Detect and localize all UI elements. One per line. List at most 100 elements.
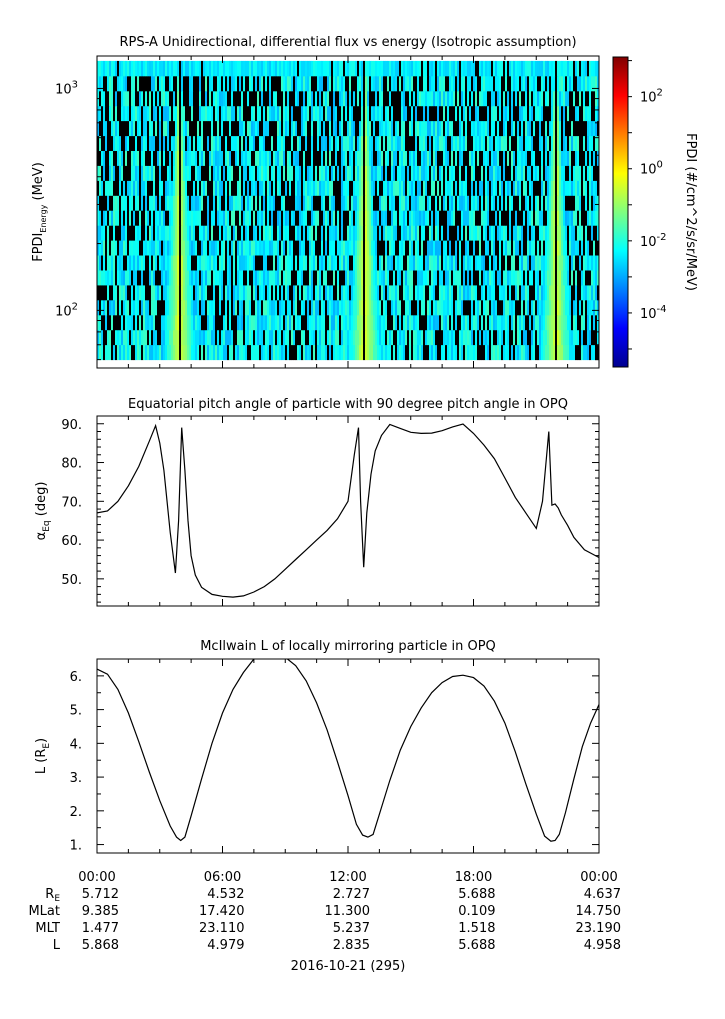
- heatmap-cell: [507, 180, 510, 196]
- heatmap-cell: [211, 225, 214, 241]
- heatmap-cell: [199, 75, 202, 92]
- heatmap-cell: [135, 150, 138, 166]
- heatmap-cell: [169, 270, 172, 286]
- heatmap-cell: [573, 75, 576, 92]
- heatmap-cell: [213, 120, 216, 137]
- heatmap-cell: [547, 240, 550, 256]
- heatmap-cell: [325, 344, 328, 361]
- heatmap-cell: [419, 240, 422, 256]
- heatmap-cell: [541, 314, 544, 331]
- heatmap-cell: [263, 240, 266, 256]
- heatmap-cell: [257, 299, 260, 316]
- heatmap-cell: [575, 210, 578, 226]
- heatmap-cell: [567, 284, 570, 301]
- heatmap-cell: [307, 344, 310, 361]
- heatmap-cell: [163, 120, 166, 137]
- heatmap-cell: [493, 90, 496, 107]
- heatmap-cell: [583, 329, 586, 346]
- heatmap-cell: [391, 329, 394, 346]
- heatmap-cell: [439, 299, 442, 316]
- heatmap-cell: [223, 270, 226, 286]
- heatmap-cell: [453, 314, 456, 331]
- heatmap-cell: [535, 210, 538, 226]
- heatmap-cell: [437, 165, 440, 181]
- heatmap-cell: [147, 105, 150, 122]
- heatmap-cell: [561, 90, 564, 107]
- heatmap-cell: [275, 105, 278, 122]
- heatmap-cell: [467, 120, 470, 137]
- heatmap-cell: [533, 240, 536, 256]
- heatmap-cell: [463, 195, 466, 211]
- heatmap-cell: [299, 299, 302, 316]
- heatmap-cell: [159, 270, 162, 286]
- heatmap-cell: [537, 240, 540, 256]
- heatmap-cell: [141, 270, 144, 286]
- heatmap-cell: [283, 270, 286, 286]
- heatmap-cell: [533, 284, 536, 301]
- heatmap-cell: [285, 90, 288, 107]
- heatmap-cell: [181, 105, 184, 122]
- heatmap-cell: [571, 195, 574, 211]
- heatmap-cell: [253, 195, 256, 211]
- heatmap-cell: [379, 299, 382, 316]
- heatmap-cell: [475, 225, 478, 241]
- heatmap-cell: [465, 75, 468, 92]
- heatmap-cell: [469, 225, 472, 241]
- heatmap-cell: [191, 284, 194, 301]
- heatmap-cell: [233, 270, 236, 286]
- heatmap-cell: [559, 75, 562, 92]
- heatmap-cell: [475, 105, 478, 122]
- heatmap-cell: [415, 314, 418, 331]
- heatmap-cell: [377, 150, 380, 166]
- heatmap-cell: [297, 225, 300, 241]
- heatmap-cell: [387, 105, 390, 122]
- heatmap-cell: [191, 135, 194, 151]
- heatmap-cell: [127, 240, 130, 256]
- heatmap-cell: [167, 90, 170, 107]
- heatmap-cell: [539, 135, 542, 151]
- heatmap-cell: [495, 210, 498, 226]
- heatmap-cell: [559, 329, 562, 346]
- heatmap-cell: [479, 344, 482, 361]
- heatmap-cell: [579, 195, 582, 211]
- heatmap-cell: [375, 60, 378, 77]
- heatmap-cell: [541, 225, 544, 241]
- heatmap-cell: [583, 180, 586, 196]
- heatmap-cell: [97, 195, 100, 211]
- heatmap-cell: [343, 299, 346, 316]
- heatmap-cell: [379, 344, 382, 361]
- heatmap-cell: [317, 60, 320, 77]
- heatmap-cell: [333, 299, 336, 316]
- heatmap-cell: [303, 344, 306, 361]
- heatmap-cell: [569, 150, 572, 166]
- heatmap-cell: [519, 225, 522, 241]
- heatmap-cell: [387, 240, 390, 256]
- heatmap-cell: [433, 90, 436, 107]
- heatmap-cell: [589, 120, 592, 137]
- heatmap-cell: [237, 344, 240, 361]
- heatmap-cell: [333, 344, 336, 361]
- heatmap-cell: [537, 344, 540, 361]
- heatmap-cell: [149, 105, 152, 122]
- heatmap-cell: [349, 329, 352, 346]
- heatmap-cell: [455, 329, 458, 346]
- heatmap-cell: [199, 180, 202, 196]
- heatmap-cell: [429, 270, 432, 286]
- heatmap-cell: [577, 165, 580, 181]
- heatmap-cell: [371, 240, 374, 256]
- heatmap-cell: [447, 195, 450, 211]
- heatmap-cell: [279, 90, 282, 107]
- heatmap-cell: [297, 329, 300, 346]
- heatmap-cell: [335, 120, 338, 137]
- heatmap-cell: [123, 344, 126, 361]
- heatmap-cell: [183, 195, 186, 211]
- heatmap-cell: [141, 255, 144, 271]
- heatmap-cell: [369, 284, 372, 301]
- heatmap-cell: [197, 180, 200, 196]
- heatmap-cell: [509, 329, 512, 346]
- heatmap-cell: [339, 255, 342, 271]
- heatmap-cell: [219, 120, 222, 137]
- heatmap-cell: [109, 329, 112, 346]
- heatmap-cell: [267, 150, 270, 166]
- heatmap-cell: [357, 135, 360, 151]
